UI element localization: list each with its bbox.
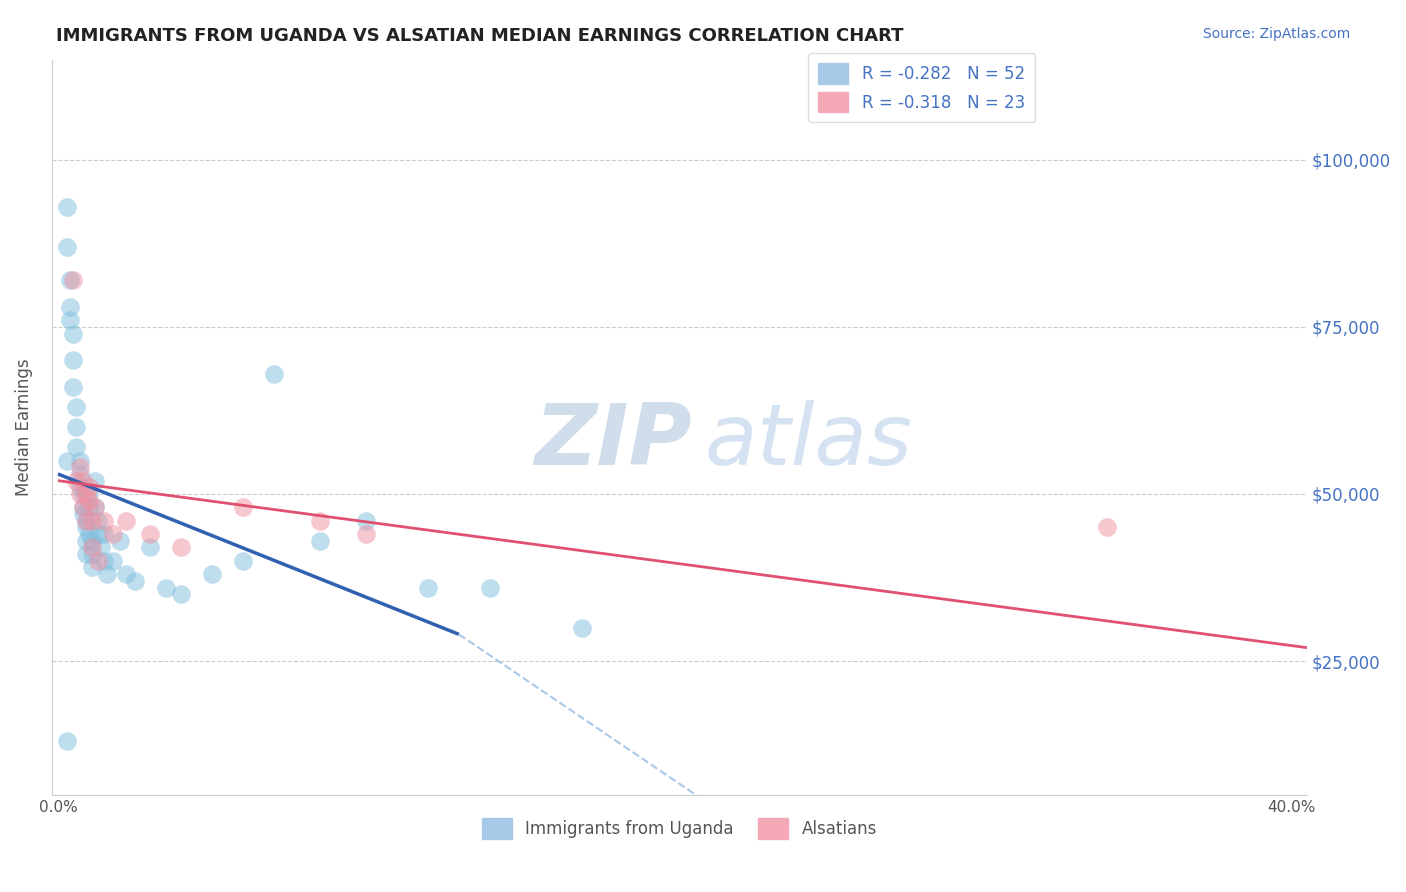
- Point: [72, 500, 94, 515]
- Point: [62, 326, 84, 341]
- Point: [65, 440, 87, 454]
- Point: [69, 467, 91, 481]
- Point: [77, 487, 100, 501]
- Text: atlas: atlas: [704, 401, 912, 483]
- Point: [84, 474, 107, 488]
- Y-axis label: Median Earnings: Median Earnings: [15, 359, 32, 496]
- Point: [75, 520, 97, 534]
- Legend: Immigrants from Uganda, Alsatians: Immigrants from Uganda, Alsatians: [475, 812, 884, 846]
- Point: [56, 200, 79, 214]
- Text: ZIP: ZIP: [534, 401, 692, 483]
- Point: [356, 527, 378, 541]
- Point: [77, 500, 100, 515]
- Point: [72, 507, 94, 521]
- Point: [75, 514, 97, 528]
- Point: [80, 560, 103, 574]
- Point: [69, 460, 91, 475]
- Point: [571, 621, 593, 635]
- Point: [90, 541, 112, 555]
- Point: [77, 480, 100, 494]
- Point: [59, 273, 82, 287]
- Point: [87, 514, 110, 528]
- Point: [56, 734, 79, 748]
- Point: [87, 554, 110, 568]
- Point: [96, 567, 118, 582]
- Point: [77, 527, 100, 541]
- Point: [139, 527, 162, 541]
- Point: [124, 574, 146, 588]
- Point: [72, 474, 94, 488]
- Point: [75, 487, 97, 501]
- Point: [114, 567, 136, 582]
- Point: [87, 527, 110, 541]
- Point: [56, 453, 79, 467]
- Point: [232, 500, 254, 515]
- Point: [77, 493, 100, 508]
- Point: [170, 541, 193, 555]
- Point: [139, 541, 162, 555]
- Point: [59, 300, 82, 314]
- Point: [1095, 520, 1118, 534]
- Point: [103, 527, 125, 541]
- Point: [59, 313, 82, 327]
- Point: [309, 533, 332, 548]
- Text: Source: ZipAtlas.com: Source: ZipAtlas.com: [1202, 27, 1350, 41]
- Point: [75, 547, 97, 561]
- Point: [103, 554, 125, 568]
- Point: [75, 514, 97, 528]
- Point: [478, 581, 501, 595]
- Point: [356, 514, 378, 528]
- Point: [155, 581, 177, 595]
- Point: [170, 587, 193, 601]
- Point: [65, 400, 87, 414]
- Point: [416, 581, 439, 595]
- Point: [232, 554, 254, 568]
- Point: [72, 487, 94, 501]
- Point: [69, 487, 91, 501]
- Point: [62, 380, 84, 394]
- Point: [72, 500, 94, 515]
- Point: [93, 514, 115, 528]
- Point: [62, 353, 84, 368]
- Text: IMMIGRANTS FROM UGANDA VS ALSATIAN MEDIAN EARNINGS CORRELATION CHART: IMMIGRANTS FROM UGANDA VS ALSATIAN MEDIA…: [56, 27, 904, 45]
- Point: [263, 367, 285, 381]
- Point: [309, 514, 332, 528]
- Point: [80, 547, 103, 561]
- Point: [69, 453, 91, 467]
- Point: [84, 500, 107, 515]
- Point: [108, 533, 131, 548]
- Point: [62, 273, 84, 287]
- Point: [80, 541, 103, 555]
- Point: [114, 514, 136, 528]
- Point: [201, 567, 224, 582]
- Point: [84, 500, 107, 515]
- Point: [69, 480, 91, 494]
- Point: [93, 527, 115, 541]
- Point: [65, 474, 87, 488]
- Point: [65, 420, 87, 434]
- Point: [80, 533, 103, 548]
- Point: [80, 514, 103, 528]
- Point: [56, 240, 79, 254]
- Point: [75, 533, 97, 548]
- Point: [93, 554, 115, 568]
